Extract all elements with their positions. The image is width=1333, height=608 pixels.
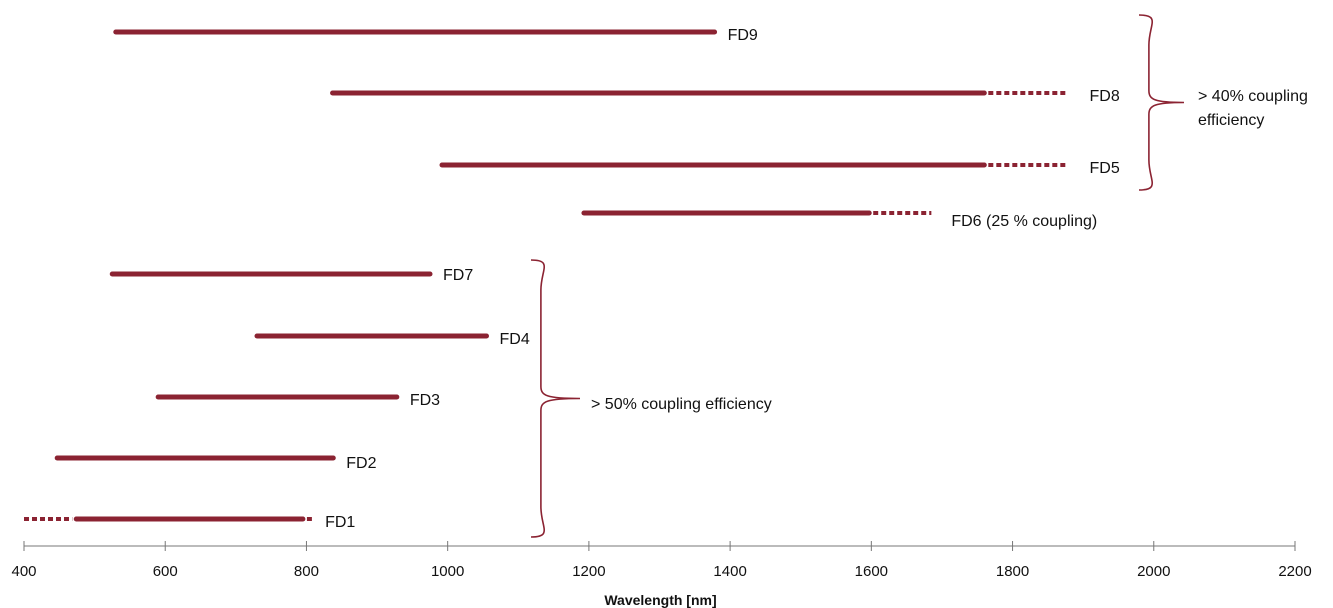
bracket-group-40: > 40% coupling efficiency [1138,14,1308,191]
bracket-40-label-line-2: efficiency [1198,112,1264,129]
range-label-fd6: FD6 (25 % coupling) [951,213,1097,230]
x-tick-label-2000: 2000 [1137,563,1170,580]
bracket-group-50: > 50% coupling efficiency [530,259,772,538]
ranges-layer: FD9 FD8 FD5 FD6 (25 % coupling) FD7 FD4 FD3 FD2… [24,27,1120,531]
x-tick-label-1400: 1400 [713,563,746,580]
bracket-40-brace [1138,14,1185,191]
x-axis: 400 600 800 1000 1200 1400 1600 1800 2000 2200 Wa… [11,541,1312,608]
range-label-fd8: FD8 [1090,88,1120,105]
brackets-layer: > 40% coupling efficiency > 50% coupling e… [530,14,1308,538]
range-fd7: FD7 [109,267,473,284]
range-fd5: FD5 [439,160,1120,177]
x-axis-title: Wavelength [nm] [604,592,716,608]
x-tick-label-1000: 1000 [431,563,464,580]
range-fd9: FD9 [113,27,758,44]
range-label-fd1: FD1 [325,514,355,531]
bracket-50-label-line-1: > 50% coupling efficiency [591,396,772,413]
range-label-fd5: FD5 [1090,160,1120,177]
range-fd6: FD6 (25 % coupling) [581,210,1097,230]
x-tick-label-1600: 1600 [855,563,888,580]
bracket-40-label-line-1: > 40% coupling [1198,88,1308,105]
range-label-fd7: FD7 [443,267,473,284]
x-tick-label-400: 400 [11,563,36,580]
x-axis-ticks: 400 600 800 1000 1200 1400 1600 1800 2000 2200 [11,541,1312,580]
x-tick-label-1800: 1800 [996,563,1029,580]
range-fd1: FD1 [24,514,355,531]
range-fd3: FD3 [155,392,440,409]
x-tick-label-2200: 2200 [1278,563,1311,580]
range-label-fd9: FD9 [728,27,758,44]
range-fd2: FD2 [54,455,377,472]
range-fd8: FD8 [330,88,1120,105]
x-tick-label-800: 800 [294,563,319,580]
range-label-fd4: FD4 [500,331,530,348]
bracket-50-brace [530,259,581,538]
range-label-fd3: FD3 [410,392,440,409]
x-tick-label-600: 600 [153,563,178,580]
range-label-fd2: FD2 [346,455,376,472]
range-fd4: FD4 [254,331,530,348]
x-tick-label-1200: 1200 [572,563,605,580]
